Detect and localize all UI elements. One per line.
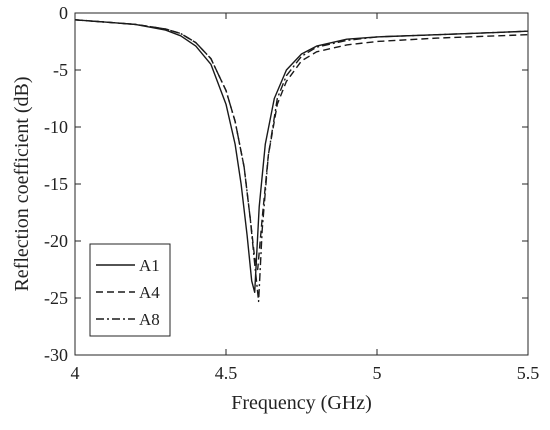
- y-tick-label: -10: [44, 117, 68, 137]
- y-tick-label: -15: [44, 174, 68, 194]
- x-tick-label: 5.5: [517, 363, 540, 383]
- y-tick-label: -30: [44, 345, 68, 365]
- y-tick-label: -20: [44, 231, 68, 251]
- x-axis-label: Frequency (GHz): [231, 392, 372, 414]
- x-tick-label: 5: [373, 363, 382, 383]
- y-tick-label: -25: [44, 288, 68, 308]
- series-line-a4: [75, 20, 528, 270]
- legend-label-a1: A1: [139, 256, 160, 275]
- legend: A1 A4 A8: [90, 244, 170, 336]
- y-tick-label: -5: [53, 60, 68, 80]
- x-tick-label: 4.5: [215, 363, 238, 383]
- x-tick-label: 4: [71, 363, 80, 383]
- y-tick-label: 0: [59, 3, 68, 23]
- y-axis-label: Reflection coefficient (dB): [11, 76, 33, 291]
- legend-label-a4: A4: [139, 283, 160, 302]
- legend-label-a8: A8: [139, 310, 160, 329]
